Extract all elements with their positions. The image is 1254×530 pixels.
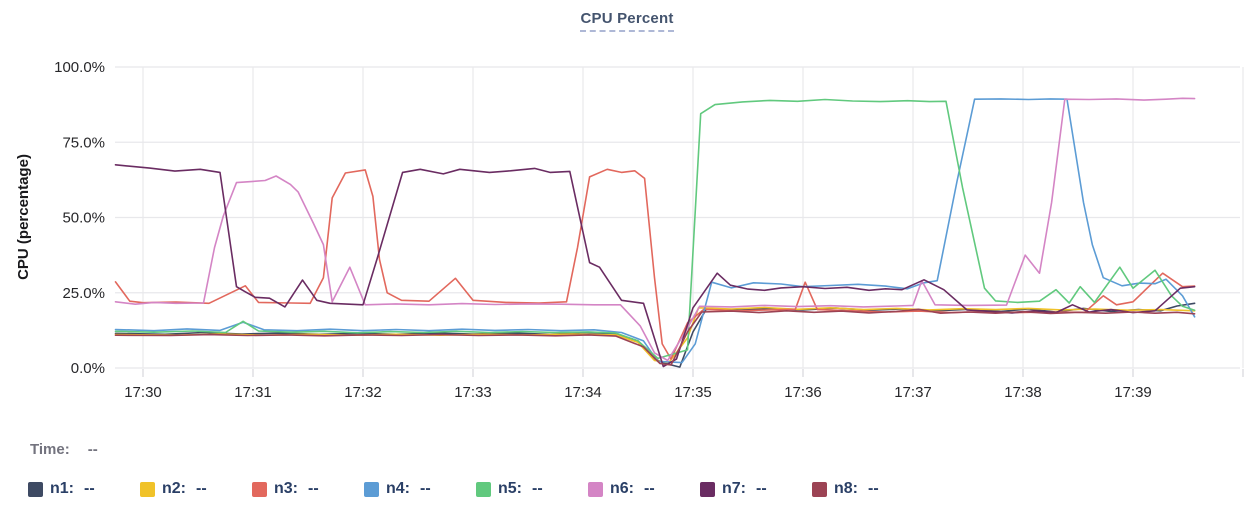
series-line-n8[interactable]: [114, 308, 1196, 366]
y-tick-label: 100.0%: [54, 59, 105, 76]
series-line-n6[interactable]: [114, 97, 1196, 362]
legend-label-n1: n1:: [50, 480, 74, 497]
chart-legend: n1: -- n2: -- n3: -- n4: -- n5: -- n6: -…: [28, 480, 924, 498]
x-tick-label: 17:36: [784, 384, 822, 401]
legend-item-n4[interactable]: n4: --: [364, 480, 476, 498]
x-tick-label: 17:32: [344, 384, 382, 401]
y-tick-label: 75.0%: [62, 134, 105, 151]
legend-item-n1[interactable]: n1: --: [28, 480, 140, 498]
legend-value-n7: --: [756, 480, 767, 497]
n6-swatch-icon: [588, 481, 603, 497]
panel-header: CPU Percent: [0, 10, 1254, 32]
legend-label-n8: n8:: [834, 480, 858, 497]
x-tick-label: 17:30: [124, 384, 162, 401]
legend-value-n1: --: [84, 480, 95, 497]
y-tick-label: 0.0%: [71, 360, 105, 377]
legend-label-n2: n2:: [162, 480, 186, 497]
x-tick-label: 17:31: [234, 384, 272, 401]
legend-label-n7: n7:: [722, 480, 746, 497]
n1-swatch-icon: [28, 481, 43, 497]
y-tick-label: 25.0%: [62, 285, 105, 302]
legend-label-n5: n5:: [498, 480, 522, 497]
legend-item-n3[interactable]: n3: --: [252, 480, 364, 498]
legend-item-n2[interactable]: n2: --: [140, 480, 252, 498]
x-tick-label: 17:35: [674, 384, 712, 401]
x-tick-label: 17:34: [564, 384, 602, 401]
n4-swatch-icon: [364, 481, 379, 497]
legend-item-n5[interactable]: n5: --: [476, 480, 588, 498]
legend-value-n2: --: [196, 480, 207, 497]
x-tick-label: 17:37: [894, 384, 932, 401]
x-tick-label: 17:39: [1114, 384, 1152, 401]
series-line-n4[interactable]: [114, 98, 1196, 364]
legend-value-n4: --: [420, 480, 431, 497]
legend-label-n6: n6:: [610, 480, 634, 497]
n2-swatch-icon: [140, 481, 155, 497]
legend-item-n8[interactable]: n8: --: [812, 480, 924, 498]
legend-value-n3: --: [308, 480, 319, 497]
x-tick-label: 17:33: [454, 384, 492, 401]
grid-lines: [115, 66, 1244, 377]
n3-swatch-icon: [252, 481, 267, 497]
legend-value-n6: --: [644, 480, 655, 497]
legend-value-n8: --: [868, 480, 879, 497]
n8-swatch-icon: [812, 481, 827, 497]
axis-labels: 0.0% 25.0% 50.0% 75.0% 100.0% 17:30 17:31 17:32…: [54, 59, 1152, 401]
series-lines: [114, 97, 1196, 368]
y-axis-title: CPU (percentage): [15, 154, 32, 280]
time-value: --: [87, 441, 98, 458]
legend-label-n4: n4:: [386, 480, 410, 497]
time-label: Time:: [30, 441, 70, 458]
legend-item-n6[interactable]: n6: --: [588, 480, 700, 498]
legend-label-n3: n3:: [274, 480, 298, 497]
legend-item-n7[interactable]: n7: --: [700, 480, 812, 498]
series-line-n5[interactable]: [114, 98, 1196, 360]
x-tick-label: 17:38: [1004, 384, 1042, 401]
legend-value-n5: --: [532, 480, 543, 497]
n7-swatch-icon: [700, 481, 715, 497]
panel-title[interactable]: CPU Percent: [580, 10, 674, 32]
time-readout: Time: --: [30, 441, 98, 458]
n5-swatch-icon: [476, 481, 491, 497]
y-tick-label: 50.0%: [62, 210, 105, 227]
